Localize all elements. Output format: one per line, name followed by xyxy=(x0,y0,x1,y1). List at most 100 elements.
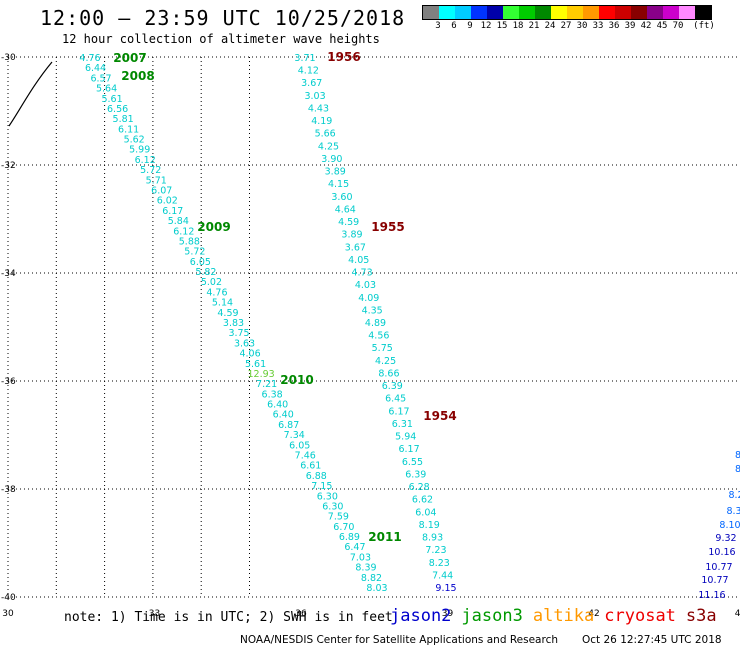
track-a-value: 6.44 xyxy=(85,63,106,74)
legend-label: (ft) xyxy=(693,21,715,31)
lon-tick-label: 33 xyxy=(149,609,160,619)
track-a-value: 6.88 xyxy=(306,471,327,482)
track-a-value: 5.61 xyxy=(101,94,122,105)
track-b-value: 4.25 xyxy=(375,356,396,367)
track-c-value: 10.77 xyxy=(705,562,732,573)
generated-timestamp: Oct 26 12:27:45 UTC 2018 xyxy=(582,634,722,646)
lon-tick-label: 36 xyxy=(295,609,307,619)
track-c-value: 10.77 xyxy=(701,575,728,586)
track-a-value: 3.83 xyxy=(223,318,244,329)
legend-label: 30 xyxy=(576,21,588,31)
legend-label: 21 xyxy=(528,21,540,31)
track-a-value: 6.05 xyxy=(289,440,310,451)
track-a-value: 6.17 xyxy=(162,206,183,217)
track-a-value: 6.87 xyxy=(278,420,299,431)
satellite-name: s3a xyxy=(685,606,717,626)
track-b-value: 4.64 xyxy=(335,204,356,215)
track-a-value: 6.40 xyxy=(273,410,294,421)
track-b-value: 4.15 xyxy=(328,179,349,190)
legend-label: 27 xyxy=(560,21,572,31)
track-b-value: 4.09 xyxy=(358,293,379,304)
track-b-value: 3.03 xyxy=(304,91,325,102)
lon-tick-label: 39 xyxy=(442,609,454,619)
track-c-value: 8.2 xyxy=(728,490,740,501)
track-b-value: 6.62 xyxy=(412,495,433,506)
legend-label: 36 xyxy=(608,21,620,31)
track-a-value: 8.82 xyxy=(361,573,382,584)
track-a-value: 5.72 xyxy=(184,247,205,258)
legend-label: 9 xyxy=(467,21,473,31)
time-label: 1956 xyxy=(327,50,360,64)
legend-swatch xyxy=(439,6,455,19)
track-a-value: 12.93 xyxy=(247,369,274,380)
track-b-value: 6.28 xyxy=(409,482,430,493)
track-a-value: 6.89 xyxy=(339,532,360,543)
track-b-value: 4.73 xyxy=(351,268,372,279)
lon-tick-label: 45 xyxy=(735,609,740,619)
track-b-value: 6.55 xyxy=(402,457,423,468)
lat-tick-label: -34 xyxy=(1,269,16,279)
track-b-value: 7.23 xyxy=(425,545,446,556)
legend-swatch xyxy=(567,6,583,19)
track-a-value: 5.61 xyxy=(245,359,266,370)
track-a-value: 6.70 xyxy=(333,522,354,533)
track-a-value: 5.64 xyxy=(96,84,117,95)
track-b-value: 3.90 xyxy=(321,154,342,165)
track-b-value: 6.39 xyxy=(405,469,426,480)
track-a-value: 7.21 xyxy=(256,379,277,390)
track-a-value: 6.47 xyxy=(344,542,365,553)
track-b-value: 3.67 xyxy=(345,242,366,253)
track-b-value: 4.05 xyxy=(348,255,369,266)
legend-swatch xyxy=(503,6,519,19)
lat-tick-label: -30 xyxy=(1,53,16,63)
legend-label: 6 xyxy=(451,21,457,31)
track-a-value: 4.06 xyxy=(239,349,260,360)
track-b-value: 4.19 xyxy=(311,116,332,127)
track-a-value: 6.07 xyxy=(151,186,172,197)
track-b-value: 8.19 xyxy=(419,520,440,531)
legend-swatch xyxy=(471,6,487,19)
coastline xyxy=(8,61,53,127)
track-b-value: 4.12 xyxy=(298,66,319,77)
track-a-value: 3.75 xyxy=(228,328,249,339)
track-a-value: 6.30 xyxy=(317,491,338,502)
track-b-value: 3.71 xyxy=(294,53,315,64)
track-b-value: 3.89 xyxy=(341,230,362,241)
track-a-value: 6.12 xyxy=(135,155,156,166)
legend-swatch xyxy=(455,6,471,19)
time-label: 2007 xyxy=(113,51,146,65)
legend-swatch xyxy=(583,6,599,19)
track-a-value: 8.39 xyxy=(355,563,376,574)
track-a-value: 5.84 xyxy=(168,216,189,227)
legend-swatch xyxy=(695,6,711,19)
lon-tick-label: 42 xyxy=(588,609,599,619)
legend-swatch xyxy=(663,6,679,19)
legend-label: 15 xyxy=(496,21,508,31)
track-b-value: 8.93 xyxy=(422,533,443,544)
track-b-value: 9.15 xyxy=(435,583,456,594)
track-a-value: 3.63 xyxy=(234,338,255,349)
lat-tick-label: -32 xyxy=(1,161,16,171)
track-b-value: 3.60 xyxy=(331,192,352,203)
track-a-value: 5.99 xyxy=(129,145,150,156)
track-a-value: 4.59 xyxy=(217,308,238,319)
legend-labels: 3 6 9 12 15 18 21 24 27 30 33 36 39 42 45 70 (ft) xyxy=(422,20,715,34)
track-a-value: 6.38 xyxy=(262,389,283,400)
legend-label: 3 xyxy=(435,21,441,31)
track-a-value: 6.12 xyxy=(173,226,194,237)
time-label: 1954 xyxy=(423,409,456,423)
track-a-value: 5.14 xyxy=(212,298,233,309)
legend-label: 33 xyxy=(592,21,604,31)
track-c-value: 9.32 xyxy=(715,533,736,544)
track-b-value: 4.59 xyxy=(338,217,359,228)
map-subtitle: 12 hour collection of altimeter wave hei… xyxy=(62,32,380,46)
track-b-value: 5.66 xyxy=(315,129,336,140)
time-label: 2008 xyxy=(121,69,154,83)
track-c-value: 8 xyxy=(735,464,740,475)
legend-label: 24 xyxy=(544,21,556,31)
legend-swatch xyxy=(599,6,615,19)
track-a-value: 6.61 xyxy=(300,461,321,472)
track-c-value: 10.16 xyxy=(708,547,735,558)
legend-swatch xyxy=(487,6,503,19)
